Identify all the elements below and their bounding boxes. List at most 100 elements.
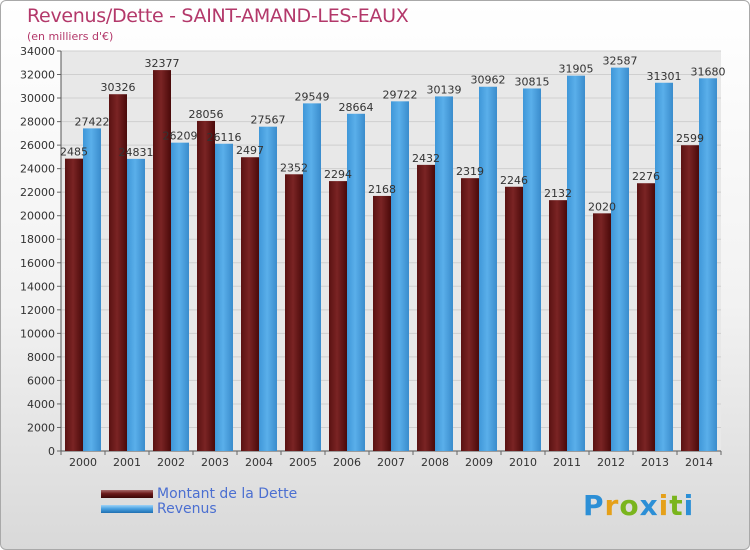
data-label: 29549 xyxy=(295,90,330,103)
y-tick-label: 24000 xyxy=(20,163,55,176)
data-label: 2132 xyxy=(544,187,572,200)
x-tick-label: 2014 xyxy=(685,456,713,469)
x-tick-label: 2002 xyxy=(157,456,185,469)
logo-letter: t xyxy=(669,489,684,522)
logo-letter: o xyxy=(619,489,640,522)
data-label: 29722 xyxy=(383,88,418,101)
y-tick-label: 16000 xyxy=(20,257,55,270)
y-tick-label: 4000 xyxy=(27,398,55,411)
x-tick-label: 2007 xyxy=(377,456,405,469)
data-label: 2485 xyxy=(60,146,88,159)
x-tick-label: 2012 xyxy=(597,456,625,469)
data-label: 2168 xyxy=(368,183,396,196)
x-tick-label: 2004 xyxy=(245,456,273,469)
data-label: 31301 xyxy=(647,70,682,83)
bar-revenus xyxy=(259,126,277,452)
data-label: 2020 xyxy=(588,200,616,213)
data-label: 31680 xyxy=(691,65,726,78)
legend-label-revenus: Revenus xyxy=(157,501,217,517)
data-label: 32587 xyxy=(603,55,638,68)
y-tick-label: 18000 xyxy=(20,233,55,246)
x-tick-label: 2003 xyxy=(201,456,229,469)
y-tick-label: 30000 xyxy=(20,92,55,105)
y-tick-label: 14000 xyxy=(20,280,55,293)
bar-dette xyxy=(329,181,347,451)
x-tick-label: 2011 xyxy=(553,456,581,469)
bar-dette xyxy=(65,158,83,451)
bar-revenus xyxy=(611,67,629,451)
data-label: 26209 xyxy=(163,130,198,143)
bar-revenus xyxy=(171,142,189,452)
data-label: 31905 xyxy=(559,63,594,76)
bar-revenus xyxy=(347,113,365,451)
bar-dette xyxy=(153,70,171,451)
data-label: 2319 xyxy=(456,165,484,178)
logo-letter: i xyxy=(683,489,695,522)
bar-dette xyxy=(417,164,435,451)
chart-subtitle: (en milliers d'€) xyxy=(27,30,114,43)
y-tick-label: 28000 xyxy=(20,116,55,129)
x-tick-label: 2000 xyxy=(69,456,97,469)
y-tick-label: 12000 xyxy=(20,304,55,317)
bar-revenus xyxy=(479,86,497,451)
logo-letter: r xyxy=(604,489,620,522)
y-tick-label: 32000 xyxy=(20,69,55,82)
data-label: 2497 xyxy=(236,144,264,157)
bar-dette xyxy=(593,213,611,451)
y-tick-label: 10000 xyxy=(20,327,55,340)
bar-dette xyxy=(197,120,215,451)
x-tick-label: 2013 xyxy=(641,456,669,469)
bar-dette xyxy=(681,145,699,452)
bar-revenus xyxy=(435,96,453,452)
data-label: 2432 xyxy=(412,152,440,165)
legend-swatch-revenus xyxy=(101,505,153,513)
bar-dette xyxy=(637,183,655,452)
y-tick-label: 0 xyxy=(48,445,55,458)
logo-letter: x xyxy=(639,489,659,522)
bar-dette xyxy=(109,94,127,452)
x-tick-label: 2010 xyxy=(509,456,537,469)
x-tick-label: 2006 xyxy=(333,456,361,469)
data-label: 30139 xyxy=(427,83,462,96)
logo-letter: i xyxy=(658,489,670,522)
bar-revenus xyxy=(523,88,541,452)
data-label: 2352 xyxy=(280,161,308,174)
legend-swatch-dette xyxy=(101,490,153,498)
y-tick-label: 2000 xyxy=(27,421,55,434)
bar-revenus xyxy=(699,78,717,451)
bar-revenus xyxy=(391,101,409,452)
data-label: 2599 xyxy=(676,132,704,145)
bar-dette xyxy=(285,174,303,451)
bar-dette xyxy=(461,178,479,451)
bar-dette xyxy=(241,157,259,452)
bar-revenus xyxy=(567,75,585,451)
bar-revenus xyxy=(655,82,673,452)
y-tick-label: 6000 xyxy=(27,374,55,387)
data-label: 27422 xyxy=(75,115,110,128)
x-tick-label: 2008 xyxy=(421,456,449,469)
data-label: 26116 xyxy=(207,131,242,144)
data-label: 30326 xyxy=(101,81,136,94)
bar-dette xyxy=(373,195,391,451)
proxiti-logo: Proxiti xyxy=(583,489,694,522)
data-label: 28664 xyxy=(339,101,374,114)
chart-title: Revenus/Dette - SAINT-AMAND-LES-EAUX xyxy=(27,5,409,27)
y-tick-label: 20000 xyxy=(20,210,55,223)
logo-letter: P xyxy=(583,489,605,522)
x-tick-label: 2005 xyxy=(289,456,317,469)
y-tick-label: 34000 xyxy=(20,45,55,58)
data-label: 2294 xyxy=(324,168,352,181)
bar-revenus xyxy=(83,128,101,451)
bar-dette xyxy=(505,186,523,452)
x-tick-label: 2009 xyxy=(465,456,493,469)
data-label: 32377 xyxy=(145,57,180,70)
bar-revenus xyxy=(303,103,321,451)
data-label: 27567 xyxy=(251,114,286,127)
bar-dette xyxy=(549,200,567,451)
data-label: 28056 xyxy=(189,108,224,121)
bar-revenus xyxy=(215,143,233,452)
data-label: 2246 xyxy=(500,174,528,187)
legend-label-dette: Montant de la Dette xyxy=(157,486,298,502)
